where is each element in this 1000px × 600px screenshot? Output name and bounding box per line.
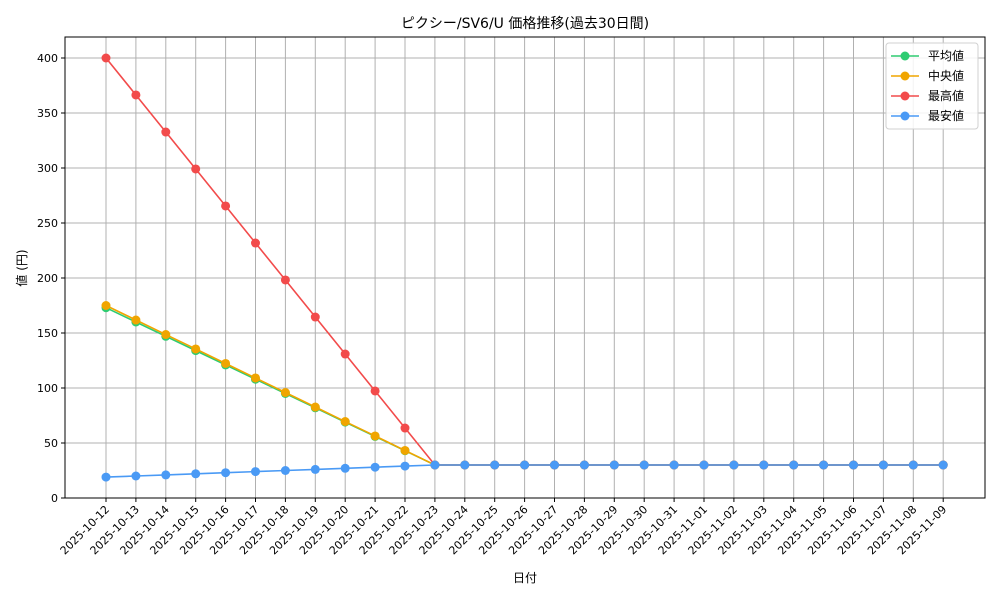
svg-text:最高値: 最高値: [928, 88, 964, 103]
x-axis-ticks: 2025-10-122025-10-132025-10-142025-10-15…: [58, 498, 949, 557]
data-series: [101, 53, 948, 482]
legend-item: 中央値: [891, 68, 964, 83]
svg-text:中央値: 中央値: [928, 68, 964, 83]
legend-item: 平均値: [891, 48, 964, 63]
x-axis-label: 日付: [513, 571, 537, 585]
series-line: [101, 460, 948, 482]
svg-text:最安値: 最安値: [928, 108, 964, 123]
y-axis-label: 値 (円): [14, 249, 29, 286]
grid-lines: [65, 37, 985, 499]
y-tick-label: 400: [37, 52, 58, 65]
svg-text:平均値: 平均値: [928, 48, 964, 63]
y-tick-label: 150: [37, 327, 58, 340]
y-tick-label: 100: [37, 382, 58, 395]
plot-frame: [64, 36, 986, 499]
legend-item: 最安値: [891, 108, 964, 123]
legend-item: 最高値: [891, 88, 964, 103]
y-tick-label: 50: [44, 437, 58, 450]
y-axis-ticks: 0 50 100 150 200 250 300 350 400: [37, 52, 65, 505]
chart-title: ピクシー/SV6/U 価格推移(過去30日間): [401, 16, 649, 32]
y-tick-label: 350: [37, 107, 58, 120]
y-tick-label: 300: [37, 162, 58, 175]
y-tick-label: 250: [37, 217, 58, 230]
y-tick-label: 200: [37, 272, 58, 285]
y-tick-label: 0: [51, 492, 58, 505]
